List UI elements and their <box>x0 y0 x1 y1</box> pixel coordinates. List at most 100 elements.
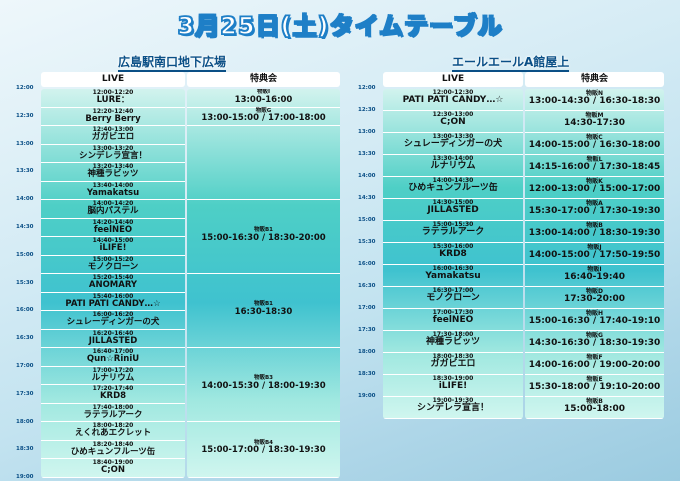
bonus-booth: 物販B1 <box>253 227 274 233</box>
live-slot: 15:30-16:00 KRD8 <box>383 243 523 265</box>
live-slot-artist: Qun☆RiniU <box>86 354 140 364</box>
live-slot-artist: シュレーディンガーの犬 <box>403 139 503 149</box>
bonus-booth: 物販I <box>256 89 271 95</box>
live-slot: 17:20-17:40 KRD8 <box>41 385 185 404</box>
live-slot-artist: ANOMARY <box>88 280 138 290</box>
bonus-booth: 物販D <box>586 288 603 295</box>
live-slot-time: 17:40-18:00 <box>92 403 134 411</box>
bonus-slot: 物販D 17:30-20:00 <box>525 287 664 309</box>
bonus-slot: 物販E 15:30-18:00 / 19:10-20:00 <box>525 375 664 397</box>
bonus-time: 14:00-16:00 / 19:00-20:00 <box>528 360 661 370</box>
bonus-slot: 物販B1 15:00-16:30 / 18:30-20:00 <box>187 200 340 274</box>
bonus-time: 16:30-18:30 <box>234 306 293 317</box>
time-tick: 17:30 <box>358 327 376 333</box>
bonus-time: 15:30-18:00 / 19:10-20:00 <box>528 382 661 392</box>
live-slot: 16:00-16:30 Yamakatsu <box>383 265 523 287</box>
bonus-slot: 物販G 14:30-16:30 / 18:30-19:30 <box>525 331 664 353</box>
live-slot-time: 18:40-19:00 <box>92 459 134 466</box>
live-slot-time: 13:40-14:00 <box>92 181 134 189</box>
bonus-slot: 物販N 13:00-14:30 / 16:30-18:30 <box>525 89 664 111</box>
bonus-booth: 物販K <box>586 178 603 185</box>
time-tick: 12:30 <box>16 112 34 119</box>
venue1-timetable: LIVE 特典会 12:00 12:30 13:00 13:30 14:00 14:30 1… <box>16 72 342 480</box>
bonus-slot: 物販L 14:15-16:00 / 17:30-18:45 <box>525 155 664 177</box>
live-slot-time: 17:00-17:20 <box>92 366 134 374</box>
live-slot: 15:00-15:20 モノクローン <box>41 255 185 274</box>
live-slot: 14:20-14:40 feelNEO <box>41 218 185 237</box>
live-slot-time: 19:00-19:30 <box>432 397 474 404</box>
time-tick: 12:00 <box>358 85 376 91</box>
live-slot-artist: ラテラルアーク <box>421 227 485 237</box>
live-slot-artist: ひめキュンフルーツ缶 <box>408 183 498 193</box>
bonus-time: 13:00-14:30 / 16:30-18:30 <box>528 96 661 106</box>
bonus-time: 16:40-19:40 <box>563 272 626 282</box>
time-tick: 18:30 <box>358 371 376 377</box>
venue1-live-column: 12:00-12:20 LURE： 12:20-12:40 Berry Berry 12… <box>41 89 185 478</box>
bonus-booth: 物販G <box>586 332 603 339</box>
bonus-booth: 物販H <box>585 310 604 317</box>
live-slot-artist: JILLASTED <box>427 205 479 215</box>
live-slot-time: 18:00-18:30 <box>432 353 474 360</box>
live-slot-artist: 脳内パステル <box>87 206 139 216</box>
bonus-time: 15:00-17:00 / 18:30-19:30 <box>201 445 326 456</box>
live-slot-time: 14:00-14:20 <box>92 200 134 207</box>
live-slot: 12:30-13:00 C;ON <box>383 111 523 133</box>
live-slot-time: 15:00-15:20 <box>92 255 134 263</box>
time-tick: 15:30 <box>16 279 34 286</box>
time-tick: 13:30 <box>358 151 376 157</box>
live-slot-artist: KRD8 <box>99 391 127 401</box>
live-slot-time: 12:00-12:30 <box>432 89 474 96</box>
live-slot: 13:30-14:00 ルナリウム <box>383 155 523 177</box>
live-slot-time: 14:00-14:30 <box>432 177 474 184</box>
venue2-bonus-column: 物販N 13:00-14:30 / 16:30-18:30 物販M 14:30-17:… <box>525 89 664 419</box>
time-tick: 18:30 <box>16 446 34 453</box>
live-slot-time: 15:20-15:40 <box>92 274 134 281</box>
venue2-bonus-header: 特典会 <box>525 72 664 87</box>
venue2-live-header: LIVE <box>383 72 523 87</box>
live-slot-time: 13:20-13:40 <box>92 163 134 170</box>
live-slot: 15:40-16:00 PATI PATI CANDY…☆ <box>41 293 185 311</box>
time-tick: 14:30 <box>358 195 376 201</box>
live-slot-artist: ガガビエロ <box>430 359 476 369</box>
live-slot-time: 12:40-13:00 <box>92 126 134 133</box>
bonus-slot: 物販M 14:30-17:30 <box>525 111 664 133</box>
live-slot-artist: 神種ラビッツ <box>87 169 139 179</box>
bonus-slot <box>187 126 340 200</box>
bonus-booth: 物販J <box>587 244 602 251</box>
live-slot: 18:40-19:00 C;ON <box>41 459 185 478</box>
bonus-time: 14:00-15:00 / 16:30-18:00 <box>528 140 661 150</box>
bonus-booth: 物販I <box>587 266 602 273</box>
live-slot-artist: Berry Berry <box>85 113 141 124</box>
bonus-slot: 物販H 15:00-16:30 / 17:40-19:10 <box>525 309 664 331</box>
live-slot-artist: えくれあエクレット <box>74 428 152 438</box>
time-tick: 17:00 <box>358 305 376 311</box>
bonus-booth: 物販B <box>586 222 603 229</box>
venue2-name: エールエールA館屋上 <box>452 53 570 72</box>
live-slot-artist: ルナリウム <box>430 161 476 171</box>
live-slot: 17:40-18:00 ラテラルアーク <box>41 403 185 422</box>
live-slot: 15:00-15:30 ラテラルアーク <box>383 221 523 243</box>
bonus-slot: 物販B3 14:00-15:30 / 18:00-19:30 <box>187 348 340 422</box>
bonus-booth: 物販M <box>585 112 604 119</box>
time-tick: 19:00 <box>358 393 376 399</box>
live-slot-artist: シンデレラ宣言！ <box>78 150 147 161</box>
bonus-booth: 物販E <box>586 376 603 383</box>
live-slot-time: 17:00-17:30 <box>432 309 474 316</box>
time-tick: 15:30 <box>358 239 376 245</box>
venue1-bonus-header: 特典会 <box>187 72 340 87</box>
live-slot-artist: JILLASTED <box>88 335 138 346</box>
live-slot-artist: LURE： <box>96 95 130 105</box>
bonus-slot: 物販J 14:00-15:00 / 17:50-19:50 <box>525 243 664 265</box>
live-slot-time: 13:00-13:20 <box>92 144 134 152</box>
live-slot-time: 14:20-14:40 <box>92 218 134 226</box>
bonus-time: 15:00-18:00 <box>563 404 626 414</box>
live-slot: 12:20-12:40 Berry Berry <box>41 108 185 126</box>
time-tick: 18:00 <box>358 349 376 355</box>
bonus-slot: 物販I 16:40-19:40 <box>525 265 664 287</box>
live-slot: 17:00-17:30 feelNEO <box>383 309 523 331</box>
time-tick: 14:00 <box>358 173 376 179</box>
live-slot: 18:00-18:20 えくれあエクレット <box>41 422 185 441</box>
venue2-live-column: 12:00-12:30 PATI PATI CANDY…☆ 12:30-13:00 C… <box>383 89 523 419</box>
bonus-slot: 物販K 12:00-13:00 / 15:00-17:00 <box>525 177 664 199</box>
live-slot: 15:20-15:40 ANOMARY <box>41 274 185 293</box>
